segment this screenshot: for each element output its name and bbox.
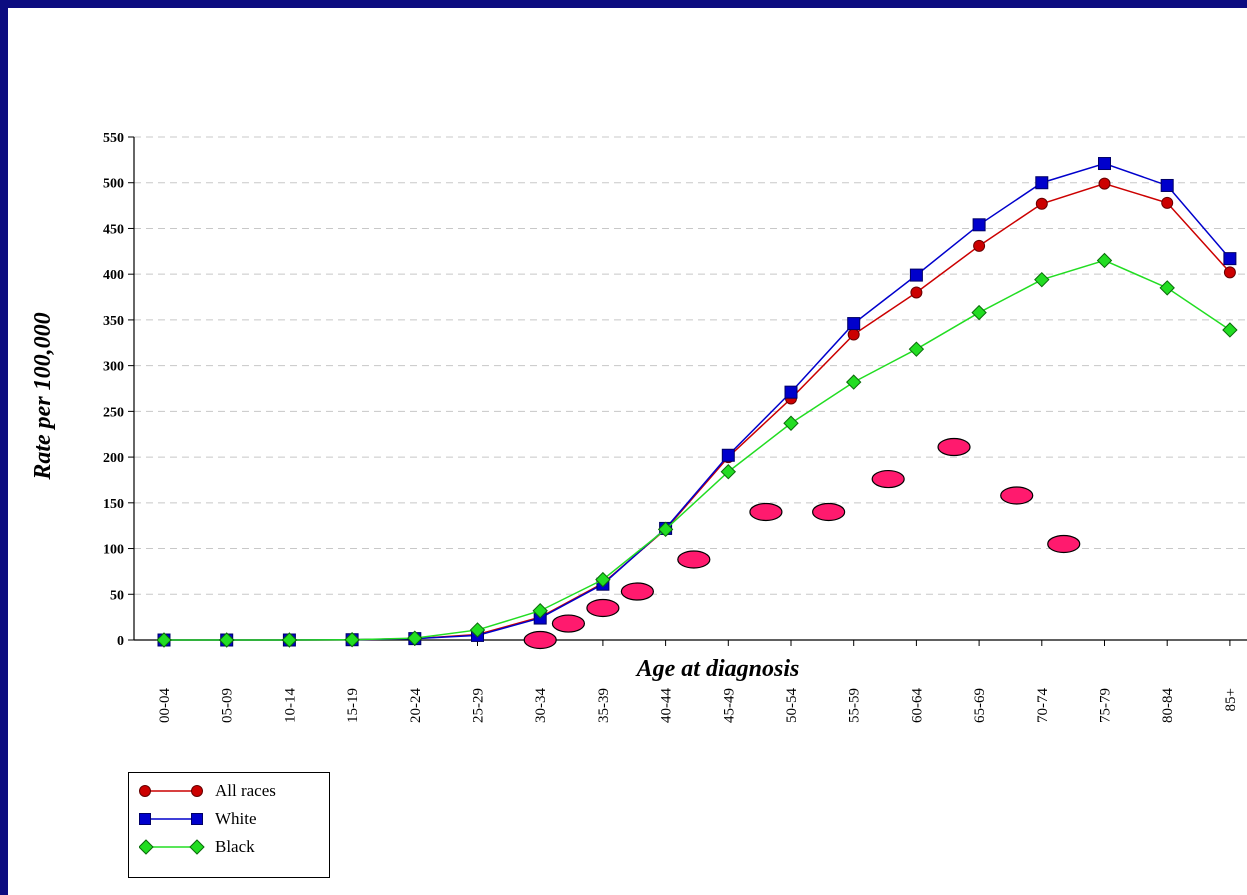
x-tick-label: 55-59 <box>847 688 863 723</box>
data-point-all-races <box>1035 197 1048 210</box>
data-point-white <box>1160 178 1174 192</box>
y-tick-label: 350 <box>103 314 124 329</box>
overlay-point <box>749 502 783 522</box>
y-tick-label: 400 <box>103 268 124 283</box>
legend-item-white: White <box>129 805 329 833</box>
legend-item-black: Black <box>129 833 329 861</box>
y-tick-label: 550 <box>103 131 124 146</box>
x-tick-label: 15-19 <box>345 688 361 723</box>
data-point-black <box>845 374 862 390</box>
overlay-point <box>586 598 620 618</box>
x-tick-label: 50-54 <box>784 688 800 723</box>
y-tick-label: 450 <box>103 222 124 237</box>
data-point-white <box>1035 176 1049 190</box>
x-tick-label: 65-69 <box>972 688 988 723</box>
overlay-point <box>677 550 711 569</box>
overlay-point <box>551 614 586 633</box>
data-point-white <box>784 385 798 399</box>
data-point-black <box>156 632 172 648</box>
legend-swatch-black <box>139 839 205 855</box>
slide-panel: 0 50 100 150 200 250 300 350 400 450 500 550 00-04 0… <box>8 8 1247 895</box>
x-tick-label: 40-44 <box>659 688 675 723</box>
x-tick-label: 45-49 <box>721 688 737 723</box>
data-point-white <box>1098 157 1111 171</box>
data-point-all-races <box>1098 177 1111 190</box>
x-tick-label: 00-04 <box>157 688 173 723</box>
data-point-black <box>407 630 423 646</box>
data-point-white <box>721 448 735 462</box>
x-tick-label: 10-14 <box>282 688 298 723</box>
y-axis-ticks: 0 50 100 150 200 250 300 350 400 450 500 550 <box>103 131 134 649</box>
x-tick-label: 85+ <box>1223 688 1239 711</box>
overlay-point <box>937 437 971 457</box>
legend: All races White Black <box>128 772 330 878</box>
data-point-black <box>783 415 799 431</box>
data-point-all-races <box>910 286 923 299</box>
legend-label-white: White <box>215 809 257 828</box>
y-tick-label: 200 <box>103 451 124 466</box>
x-tick-label: 75-79 <box>1098 688 1114 723</box>
data-point-white <box>972 218 986 232</box>
data-point-white <box>847 317 861 331</box>
overlay-point <box>620 582 654 601</box>
y-axis-label: Rate per 100,000 <box>30 312 56 480</box>
overlay-point <box>812 502 846 522</box>
y-tick-label: 250 <box>103 405 124 420</box>
legend-item-all-races: All races <box>129 777 329 805</box>
x-tick-label: 70-74 <box>1035 688 1051 723</box>
data-point-black <box>720 464 737 480</box>
y-tick-label: 50 <box>110 588 124 603</box>
data-point-black <box>971 304 987 321</box>
data-point-black <box>469 622 486 638</box>
series-black <box>156 252 1238 648</box>
legend-swatch-white <box>139 813 203 825</box>
series-layer <box>156 157 1238 648</box>
y-tick-label: 100 <box>103 543 124 558</box>
x-tick-label: 25-29 <box>471 688 487 723</box>
data-point-white <box>909 268 923 282</box>
data-point-black <box>344 632 360 648</box>
data-point-black <box>281 632 298 648</box>
series-line-white <box>164 162 1231 641</box>
y-tick-label: 150 <box>103 497 124 512</box>
data-point-black <box>218 632 235 648</box>
data-point-black <box>1159 280 1175 296</box>
x-axis-label: Age at diagnosis <box>635 656 800 682</box>
data-point-all-races <box>1161 196 1174 209</box>
overlay-point <box>1000 486 1034 505</box>
y-tick-label: 300 <box>103 360 124 375</box>
overlay-points <box>523 437 1081 650</box>
overlay-point <box>1047 534 1081 554</box>
data-point-all-races <box>973 239 986 252</box>
x-tick-label: 80-84 <box>1160 688 1176 723</box>
x-tick-label: 60-64 <box>909 688 925 723</box>
data-point-black <box>1034 271 1050 288</box>
data-point-black <box>1222 322 1238 338</box>
overlay-point <box>523 630 557 650</box>
data-point-all-races <box>1223 266 1236 279</box>
x-tick-label: 30-34 <box>533 688 549 723</box>
gridlines <box>134 136 1247 595</box>
series-line-black <box>164 259 1231 641</box>
legend-label-all-races: All races <box>215 781 276 800</box>
data-point-all-races <box>847 328 860 341</box>
y-tick-label: 0 <box>117 634 124 649</box>
legend-label-black: Black <box>215 837 255 856</box>
overlay-point <box>871 469 905 489</box>
series-white <box>157 157 1237 647</box>
x-tick-label: 20-24 <box>408 688 424 723</box>
legend-swatch-all-races <box>139 785 203 797</box>
data-point-black <box>657 521 674 538</box>
x-tick-label: 05-09 <box>220 688 236 723</box>
y-tick-label: 500 <box>103 177 124 192</box>
data-point-white <box>1223 252 1237 266</box>
data-point-black <box>532 603 548 619</box>
x-axis-ticks: 00-04 05-09 10-14 15-19 20-24 25-29 30-34 35-39… <box>157 640 1239 723</box>
data-point-black <box>595 571 611 588</box>
data-point-black <box>908 341 925 357</box>
data-point-black <box>1096 252 1113 269</box>
x-tick-label: 35-39 <box>596 688 612 723</box>
